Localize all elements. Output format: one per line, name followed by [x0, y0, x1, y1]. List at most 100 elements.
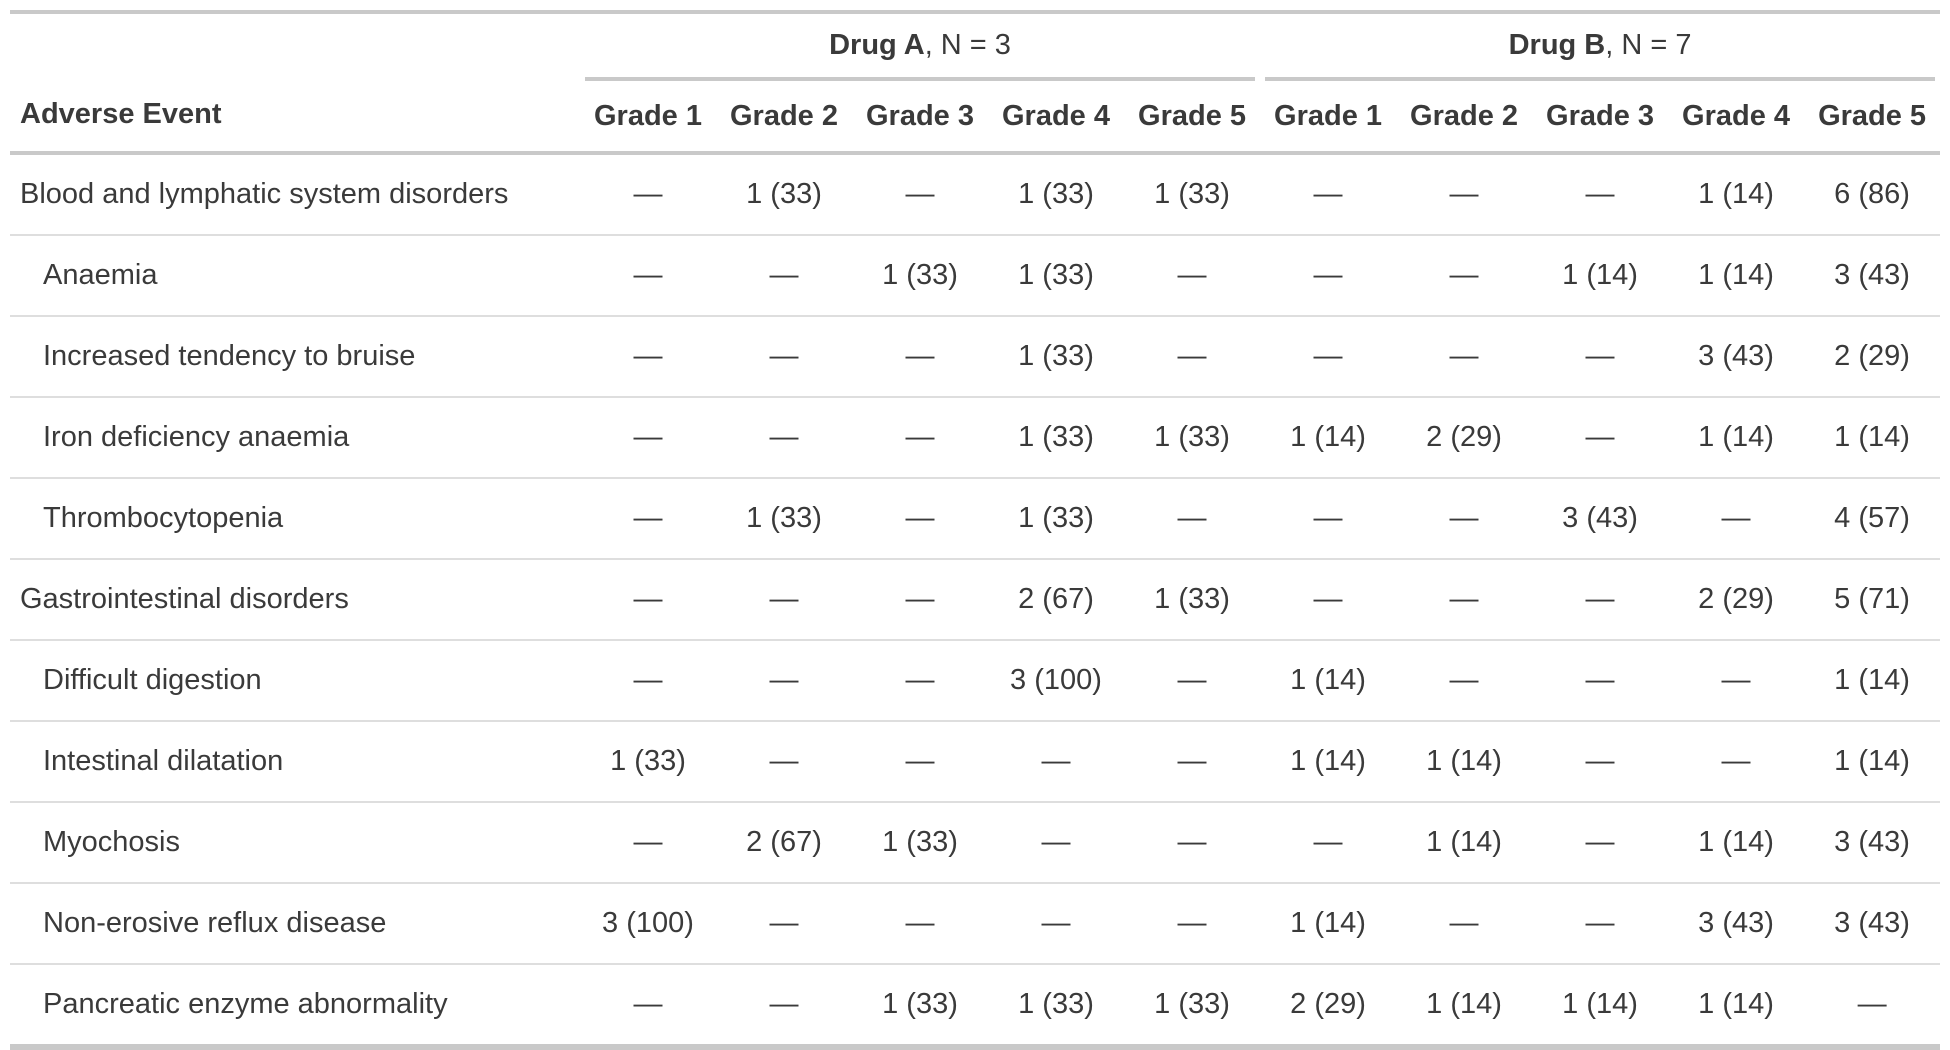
spanner-drug-a: Drug A, N = 3	[580, 12, 1260, 81]
cell-drug-a-grade-5: —	[1124, 235, 1261, 317]
column-header-grade-1-group-drug-a: Grade 1	[580, 81, 716, 155]
cell-drug-b-grade-2: —	[1396, 316, 1533, 398]
cell-drug-a-grade-1: 1 (33)	[580, 721, 716, 803]
drug-a-n-count: , N = 3	[924, 29, 1011, 61]
cell-drug-a-grade-3: —	[852, 153, 988, 236]
row-label-adverse-event: Iron deficiency anaemia	[10, 397, 580, 479]
cell-drug-a-grade-3: 1 (33)	[852, 235, 988, 317]
cell-drug-b-grade-5: 1 (14)	[1804, 397, 1941, 479]
cell-drug-a-grade-5: 1 (33)	[1124, 559, 1261, 641]
row-label-adverse-event: Anaemia	[10, 235, 580, 317]
cell-drug-b-grade-1: —	[1260, 316, 1397, 398]
cell-drug-a-grade-3: —	[852, 316, 988, 398]
cell-drug-a-grade-2: 1 (33)	[716, 153, 852, 236]
cell-drug-b-grade-3: —	[1532, 640, 1669, 722]
spanner-row: Adverse Event Drug A, N = 3 Drug B, N = …	[10, 12, 1940, 155]
adverse-events-table: Adverse Event Drug A, N = 3 Drug B, N = …	[10, 10, 1941, 1050]
cell-drug-b-grade-4: —	[1668, 640, 1805, 722]
cell-drug-b-grade-4: —	[1668, 721, 1805, 803]
cell-drug-b-grade-1: —	[1260, 559, 1397, 641]
cell-drug-b-grade-3: 3 (43)	[1532, 478, 1669, 560]
cell-drug-b-grade-5: 2 (29)	[1804, 316, 1941, 398]
table-row: Difficult digestion — — —3 (100) —1 (14) — — —1…	[10, 640, 1941, 722]
cell-drug-b-grade-2: —	[1396, 153, 1533, 236]
column-header-grade-4-group-drug-b: Grade 4	[1668, 81, 1805, 155]
cell-drug-a-grade-3: —	[852, 883, 988, 965]
drug-b-n-count: , N = 7	[1605, 29, 1692, 61]
cell-drug-a-grade-2: —	[716, 235, 852, 317]
cell-drug-b-grade-1: —	[1260, 802, 1397, 884]
cell-drug-a-grade-3: —	[852, 559, 988, 641]
cell-drug-b-grade-1: 1 (14)	[1260, 397, 1397, 479]
table-row: Myochosis —2 (67) 1 (33) — — —1 (14) —1 (14) 3 …	[10, 802, 1941, 884]
cell-drug-b-grade-4: 3 (43)	[1668, 316, 1805, 398]
cell-drug-a-grade-1: —	[580, 559, 716, 641]
cell-drug-a-grade-1: —	[580, 316, 716, 398]
cell-drug-b-grade-1: —	[1260, 153, 1397, 236]
cell-drug-a-grade-5: —	[1124, 883, 1261, 965]
cell-drug-a-grade-2: —	[716, 883, 852, 965]
cell-drug-a-grade-2: —	[716, 559, 852, 641]
column-header-grade-4-group-drug-a: Grade 4	[988, 81, 1124, 155]
row-label-adverse-event: Thrombocytopenia	[10, 478, 580, 560]
cell-drug-b-grade-2: —	[1396, 559, 1533, 641]
cell-drug-a-grade-4: 1 (33)	[988, 478, 1124, 560]
table-row: Increased tendency to bruise — — —1 (33) — — —…	[10, 316, 1941, 398]
cell-drug-b-grade-2: 1 (14)	[1396, 802, 1533, 884]
cell-drug-a-grade-4: 1 (33)	[988, 153, 1124, 236]
cell-drug-a-grade-2: —	[716, 640, 852, 722]
cell-drug-a-grade-5: —	[1124, 478, 1261, 560]
table-row: Gastrointestinal disorders — — —2 (67) 1 (33…	[10, 559, 1941, 641]
cell-drug-b-grade-1: —	[1260, 478, 1397, 560]
cell-drug-a-grade-3: —	[852, 721, 988, 803]
cell-drug-b-grade-4: 1 (14)	[1668, 802, 1805, 884]
cell-drug-b-grade-4: 1 (14)	[1668, 964, 1805, 1048]
cell-drug-a-grade-1: —	[580, 153, 716, 236]
table-row: Intestinal dilatation 1 (33) — — — —1 (14) 1 (…	[10, 721, 1941, 803]
column-header-row: Grade 1 Grade 2 Grade 3 Grade 4 Grade 5 Grade…	[10, 81, 1941, 155]
row-label-adverse-event: Myochosis	[10, 802, 580, 884]
cell-drug-b-grade-5: 3 (43)	[1804, 883, 1941, 965]
column-header-grade-5-group-drug-a: Grade 5	[1124, 81, 1261, 155]
cell-drug-b-grade-3: 1 (14)	[1532, 235, 1669, 317]
cell-drug-a-grade-1: —	[580, 964, 716, 1048]
cell-drug-a-grade-5: —	[1124, 316, 1261, 398]
cell-drug-b-grade-1: 1 (14)	[1260, 640, 1397, 722]
cell-drug-a-grade-5: —	[1124, 721, 1261, 803]
table-row: Non-erosive reflux disease 3 (100) — — — —1 (…	[10, 883, 1941, 965]
spanner-drug-a-label: Drug A, N = 3	[585, 14, 1256, 81]
cell-drug-a-grade-4: 1 (33)	[988, 397, 1124, 479]
cell-drug-a-grade-3: 1 (33)	[852, 802, 988, 884]
cell-drug-a-grade-1: —	[580, 478, 716, 560]
row-label-adverse-event: Pancreatic enzyme abnormality	[10, 964, 580, 1048]
cell-drug-a-grade-2: —	[716, 964, 852, 1048]
cell-drug-b-grade-2: 2 (29)	[1396, 397, 1533, 479]
cell-drug-b-grade-5: 6 (86)	[1804, 153, 1941, 236]
cell-drug-b-grade-4: 1 (14)	[1668, 235, 1805, 317]
cell-drug-b-grade-3: —	[1532, 397, 1669, 479]
cell-drug-a-grade-5: —	[1124, 640, 1261, 722]
cell-drug-a-grade-2: 2 (67)	[716, 802, 852, 884]
table-row: Pancreatic enzyme abnormality — —1 (33) 1 (…	[10, 964, 1941, 1048]
cell-drug-b-grade-3: —	[1532, 802, 1669, 884]
cell-drug-a-grade-2: —	[716, 721, 852, 803]
cell-drug-a-grade-4: —	[988, 883, 1124, 965]
table-row: Anaemia — —1 (33) 1 (33) — — —1 (14) 1 (14) 3 (4…	[10, 235, 1941, 317]
cell-drug-b-grade-2: —	[1396, 478, 1533, 560]
cell-drug-b-grade-5: 3 (43)	[1804, 235, 1941, 317]
row-label-adverse-event: Increased tendency to bruise	[10, 316, 580, 398]
cell-drug-b-grade-2: 1 (14)	[1396, 721, 1533, 803]
cell-drug-b-grade-1: 2 (29)	[1260, 964, 1397, 1048]
drug-a-name: Drug A	[829, 29, 925, 61]
row-label-adverse-event: Intestinal dilatation	[10, 721, 580, 803]
column-header-grade-3-group-drug-a: Grade 3	[852, 81, 988, 155]
cell-drug-b-grade-1: 1 (14)	[1260, 883, 1397, 965]
cell-drug-b-grade-1: —	[1260, 235, 1397, 317]
cell-drug-b-grade-3: —	[1532, 559, 1669, 641]
column-header-grade-5-group-drug-b: Grade 5	[1804, 81, 1941, 155]
cell-drug-b-grade-5: 4 (57)	[1804, 478, 1941, 560]
cell-drug-a-grade-5: 1 (33)	[1124, 153, 1261, 236]
cell-drug-b-grade-4: 3 (43)	[1668, 883, 1805, 965]
adverse-events-grid: Adverse Event Drug A, N = 3 Drug B, N = …	[10, 10, 1941, 1050]
cell-drug-a-grade-3: —	[852, 397, 988, 479]
